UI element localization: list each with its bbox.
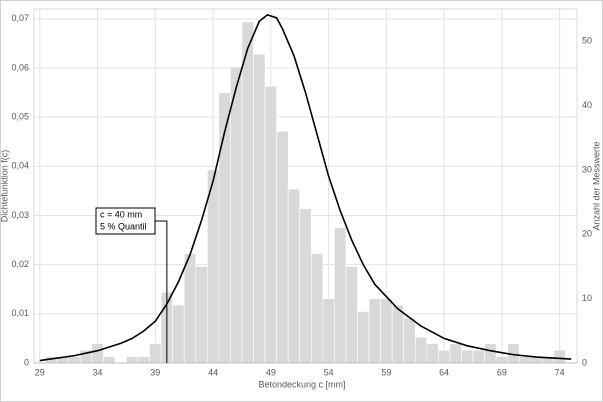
histogram-bar	[368, 298, 381, 364]
histogram-bar	[403, 317, 416, 364]
y-tick-label: 0,03	[11, 210, 29, 220]
histogram-bar	[391, 304, 405, 364]
histogram-bar	[380, 298, 393, 364]
y2-tick-label: 40	[582, 100, 592, 110]
annotation-box	[95, 207, 156, 235]
histogram-bar	[472, 349, 485, 364]
histogram-bar	[310, 253, 324, 364]
y-tick-label: 0,01	[11, 308, 29, 318]
histogram-bar	[264, 85, 277, 364]
histogram-bar	[253, 53, 266, 364]
x-tick-label: 44	[208, 367, 218, 377]
x-tick-label: 64	[439, 367, 449, 377]
histogram-bar	[334, 227, 347, 364]
y-tick-label: 0,04	[11, 161, 29, 171]
density-curve	[39, 14, 572, 362]
histogram-bar	[449, 343, 462, 364]
x-tick-label: 54	[324, 367, 334, 377]
histogram-bar	[103, 356, 116, 364]
histogram-bar	[426, 343, 439, 364]
histogram-bar	[299, 208, 312, 364]
x-axis-title: Betondeckung c [mm]	[258, 379, 345, 389]
x-tick-label: 49	[266, 367, 276, 377]
y2-axis-title: Anzahl der Messwerte	[591, 141, 601, 230]
y-tick-label: 0,02	[11, 259, 29, 269]
histogram-bar	[276, 130, 289, 364]
histogram-bar	[495, 356, 508, 364]
histogram-bar	[230, 66, 243, 364]
x-tick-label: 74	[555, 367, 565, 377]
histogram-bar	[287, 188, 301, 364]
histogram-bar	[206, 169, 220, 364]
x-tick-label: 39	[150, 367, 160, 377]
histogram-bar	[414, 336, 428, 364]
histogram-bar	[518, 356, 532, 364]
y2-tick-label: 20	[582, 229, 592, 239]
y-tick-label: 0,06	[11, 62, 29, 72]
y-tick-label: 0,05	[11, 112, 29, 122]
y2-tick-label: 30	[582, 164, 592, 174]
histogram-bar	[484, 343, 497, 364]
x-tick-label: 34	[93, 367, 103, 377]
histogram-bar	[461, 349, 474, 364]
histogram-bar	[438, 349, 451, 364]
x-tick-label: 69	[497, 367, 507, 377]
y2-tick-label: 0	[582, 357, 587, 367]
histogram-bar	[195, 266, 208, 364]
histogram-bar	[553, 349, 566, 364]
histogram-bar	[357, 311, 370, 364]
y2-tick-label: 10	[582, 293, 592, 303]
histogram-bar	[91, 343, 104, 364]
annotation-leader	[155, 220, 168, 363]
y-tick-label: 0,07	[11, 13, 29, 23]
y2-tick-label: 50	[582, 36, 592, 46]
annotation-text: c = 40 mm	[100, 209, 142, 219]
x-tick-label: 29	[35, 367, 45, 377]
histogram-bar	[149, 343, 162, 364]
y-tick-label: 0	[24, 357, 29, 367]
histogram-bar	[183, 253, 197, 364]
histogram-bar	[137, 356, 150, 364]
annotation-text: 5 % Quantil	[100, 221, 147, 231]
histogram-bar	[322, 298, 335, 364]
histogram-bar	[241, 21, 254, 364]
histogram-bar	[126, 356, 139, 364]
y-axis-title: Dichtefunktion f(c)	[0, 150, 9, 223]
histogram-bar	[172, 304, 185, 364]
x-tick-label: 59	[381, 367, 391, 377]
histogram-bar	[68, 356, 81, 364]
histogram-bar	[345, 266, 358, 364]
